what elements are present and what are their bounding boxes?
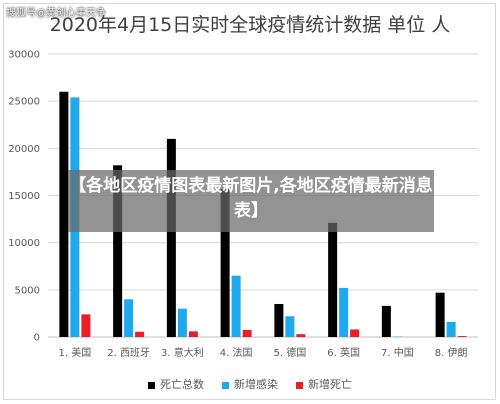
bar-new-deaths <box>188 331 198 337</box>
bar-deaths-total <box>435 292 445 337</box>
bar-new-infections <box>446 321 456 337</box>
bar-new-deaths <box>350 329 360 337</box>
bar-new-deaths <box>242 329 252 337</box>
y-tick-label: 10000 <box>8 238 40 249</box>
chart-border <box>3 3 496 400</box>
bar-new-infections <box>339 287 349 337</box>
legend-item: 新增感染 <box>222 376 278 392</box>
x-tick-label: 5. 德国 <box>274 346 307 359</box>
legend-swatch <box>148 381 155 389</box>
x-tick-label: 3. 意大利 <box>161 346 204 359</box>
x-tick-label: 2. 西班牙 <box>107 347 150 359</box>
bar-new-deaths <box>296 334 306 337</box>
bar-new-deaths <box>135 331 145 337</box>
y-tick-label: 5000 <box>15 285 40 296</box>
x-tick-label: 8. 伊朗 <box>435 347 468 359</box>
bar-deaths-total <box>59 91 69 337</box>
y-tick-label: 0 <box>34 333 40 344</box>
bar-new-infections <box>285 316 295 337</box>
legend-label: 死亡总数 <box>160 378 204 391</box>
bar-new-infections <box>177 308 187 337</box>
overlay-text: 【各地区疫情图表最新图片,各地区疫情最新消息表】 <box>69 176 433 221</box>
chart-title: 2020年4月15日实时全球疫情统计数据 单位 人 <box>49 14 451 36</box>
bar-deaths-total <box>328 222 338 337</box>
x-tick-label: 1. 美国 <box>59 346 92 359</box>
bar-new-infections <box>231 275 241 337</box>
x-tick-label: 4. 法国 <box>220 346 253 359</box>
y-tick-label: 25000 <box>8 97 40 108</box>
bar-deaths-total <box>166 138 176 337</box>
y-tick-label: 20000 <box>8 144 40 155</box>
bar-deaths-total <box>381 305 391 337</box>
bar-deaths-total <box>274 303 284 337</box>
legend-label: 新增感染 <box>234 378 278 391</box>
bar-deaths-total <box>220 188 230 337</box>
overlay-banner <box>68 170 434 232</box>
legend-item: 死亡总数 <box>148 376 204 392</box>
y-tick-label: 30000 <box>8 50 40 61</box>
bar-new-deaths <box>81 314 91 337</box>
bar-new-infections <box>124 299 134 337</box>
legend-label: 新增死亡 <box>308 378 352 391</box>
legend-swatch <box>222 381 229 389</box>
watermark: 搜狐号@黄创心事天争 <box>6 8 106 19</box>
x-tick-label: 6. 英国 <box>327 346 360 359</box>
y-tick-label: 15000 <box>8 191 40 202</box>
legend: 死亡总数 新增感染 新增死亡 <box>0 376 500 392</box>
legend-swatch <box>296 381 303 389</box>
bar-deaths-total <box>113 165 123 337</box>
bar-new-deaths <box>457 336 467 337</box>
legend-item: 新增死亡 <box>296 376 352 392</box>
x-tick-label: 7. 中国 <box>381 346 414 359</box>
